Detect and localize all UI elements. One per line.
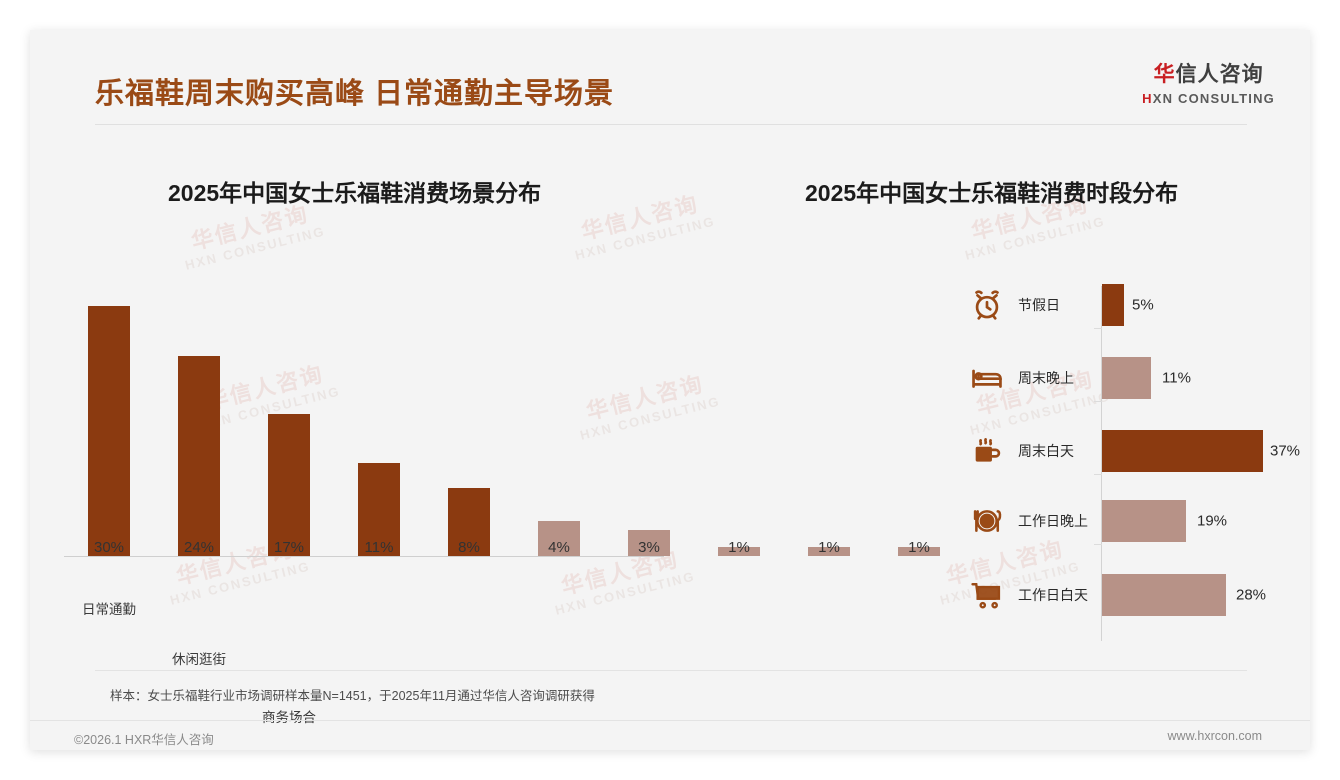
logo-en-accent: H [1142,91,1153,106]
column-value-label: 17% [273,539,305,556]
column-bar-group: 8% 社交聚会 [424,488,514,556]
column-bar-group: 11% 旅行出游 [334,463,424,556]
column-value-label: 3% [638,539,660,556]
footnote-text: 样本：女士乐福鞋行业市场调研样本量N=1451，于2025年11月通过华信人咨询… [110,689,595,703]
bar-category-label: 周末晚上 [1018,370,1074,386]
column-bar-group: 24% 休闲逛街 [154,356,244,667]
bar-fill[interactable] [1102,500,1186,542]
company-logo: 华信人咨询 HXN CONSULTING [1142,58,1275,106]
column-bar-group: 1% 其他场景 [874,539,964,556]
bar-axis-tick [1094,401,1102,402]
column-bar-group: 1% 运动休闲 [694,539,784,556]
bar-category-label: 工作日晚上 [1018,513,1088,529]
timeslot-bar-chart: 节假日 5% 周末晚上 11% [670,270,1300,650]
bar-fill[interactable] [1102,357,1151,399]
column-value-label: 24% [183,539,215,556]
column-bar[interactable] [538,521,580,556]
alarm-clock-icon [970,288,1004,322]
column-category-label: 日常通勤 [82,602,136,617]
column-value-label: 11% [364,539,394,556]
bar-category-label: 周末白天 [1018,443,1074,459]
bar-axis-tick [1094,474,1102,475]
logo-cn-accent: 华 [1153,63,1176,86]
column-chart-baseline [64,556,664,557]
column-bar-group: 4% 校园穿着 [514,521,604,556]
column-bar-group: 17% 商务场合 [244,414,334,725]
column-value-label: 8% [458,539,480,556]
watermark-en: HXN CONSULTING [183,223,327,273]
copyright-text: ©2026.1 HXR华信人咨询 [74,733,214,747]
watermark-cn: 华信人咨询 [578,191,702,245]
bar-value-label: 28% [1236,586,1267,604]
column-value-label: 1% [728,539,750,556]
header-divider [95,124,1247,125]
bar-row: 工作日晚上 19% [670,498,1290,544]
column-bar[interactable] [358,463,400,556]
column-value-label: 1% [818,539,840,556]
bar-row: 周末晚上 11% [670,355,1290,401]
chart-title-right: 2025年中国女士乐福鞋消费时段分布 [805,180,1179,206]
bar-fill[interactable] [1102,284,1124,326]
bar-category-label: 工作日白天 [1018,587,1088,603]
column-bar[interactable] [268,414,310,556]
column-bar-group: 1% 正式场合 [784,539,874,556]
bar-row: 周末白天 37% [670,428,1300,474]
bar-value-label: 19% [1197,512,1228,530]
slide-canvas: 华信人咨询 HXN CONSULTING 华信人咨询 HXN CONSULTIN… [30,30,1310,750]
footnote-divider [95,670,1247,671]
column-category-label: 休闲逛街 [172,652,226,667]
column-bar-group: 30% 日常通勤 [64,306,154,617]
dinner-plate-icon [970,504,1004,538]
watermark: 华信人咨询 HXN CONSULTING [177,198,327,273]
column-bar[interactable] [88,306,130,556]
watermark: 华信人咨询 HXN CONSULTING [567,188,717,263]
bar-category-label: 节假日 [1018,297,1060,313]
column-value-label: 30% [93,539,125,556]
bar-fill[interactable] [1102,430,1263,472]
bar-chart-axis [1101,286,1102,641]
column-value-label: 1% [908,539,930,556]
bar-fill[interactable] [1102,574,1226,616]
column-bar[interactable] [718,547,760,556]
chart-title-left: 2025年中国女士乐福鞋消费场景分布 [168,180,542,206]
slide-header: 乐福鞋周末购买高峰 日常通勤主导场景 华信人咨询 HXN CONSULTING [30,30,1310,126]
watermark-en: HXN CONSULTING [963,213,1107,263]
footer-divider [30,720,1310,721]
website-link[interactable]: www.hxrcon.com [1167,729,1262,743]
bar-row: 工作日白天 28% [670,572,1290,618]
column-bar[interactable] [628,530,670,556]
bed-icon [970,361,1004,395]
bar-axis-tick [1094,544,1102,545]
bar-value-label: 37% [1270,442,1301,460]
watermark-en: HXN CONSULTING [573,213,717,263]
column-bar[interactable] [448,488,490,556]
logo-en-rest: XN CONSULTING [1152,91,1275,106]
column-bar[interactable] [178,356,220,556]
bar-value-label: 5% [1132,296,1154,314]
logo-chinese: 华信人咨询 [1142,58,1275,88]
coffee-mug-icon [970,434,1004,468]
scenario-column-chart: 30% 日常通勤 24% 休闲逛街 17% 商务场合 11% 旅行出游 8% 社… [46,270,940,725]
bar-axis-tick [1094,328,1102,329]
bar-value-label: 11% [1162,369,1191,387]
column-bar[interactable] [808,547,850,556]
logo-english: HXN CONSULTING [1142,91,1275,106]
column-category-label: 商务场合 [262,710,316,725]
page-title: 乐福鞋周末购买高峰 日常通勤主导场景 [95,78,615,110]
column-bar-group: 3% 居家穿着 [604,530,694,556]
shopping-cart-icon [970,578,1004,612]
column-bar[interactable] [898,547,940,556]
bar-row: 节假日 5% [670,282,1290,328]
column-value-label: 4% [548,539,570,556]
logo-cn-rest: 信人咨询 [1175,63,1264,86]
